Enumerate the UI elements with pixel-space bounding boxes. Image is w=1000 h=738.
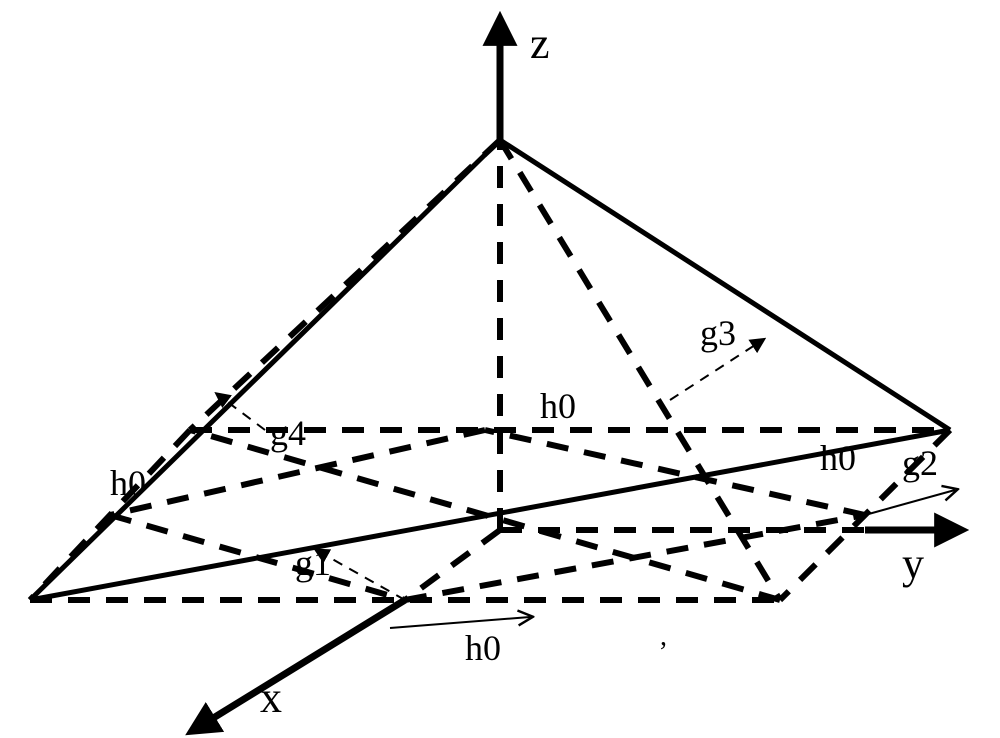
axis-y-label: y <box>902 539 924 588</box>
g2-vector <box>865 490 955 515</box>
g3-label: g3 <box>700 313 736 353</box>
h0_left: h0 <box>110 463 146 503</box>
h0_front: h0 <box>465 628 501 668</box>
g4-vector <box>225 400 265 430</box>
inner-rb-bl <box>485 430 865 515</box>
stray-mark: , <box>660 621 667 652</box>
axis-x-label: x <box>260 673 282 722</box>
front-base-dir <box>390 617 530 628</box>
h0_right: h0 <box>820 438 856 478</box>
axis-z-label: z <box>530 19 550 68</box>
g3-vector <box>670 345 755 400</box>
g2-label: g2 <box>902 443 938 483</box>
axis-x <box>210 600 405 720</box>
edge-apex-front <box>30 140 500 600</box>
h0_center: h0 <box>540 386 576 426</box>
g1-label: g1 <box>295 543 331 583</box>
g4-label: g4 <box>270 413 306 453</box>
base-front-right <box>30 430 950 600</box>
